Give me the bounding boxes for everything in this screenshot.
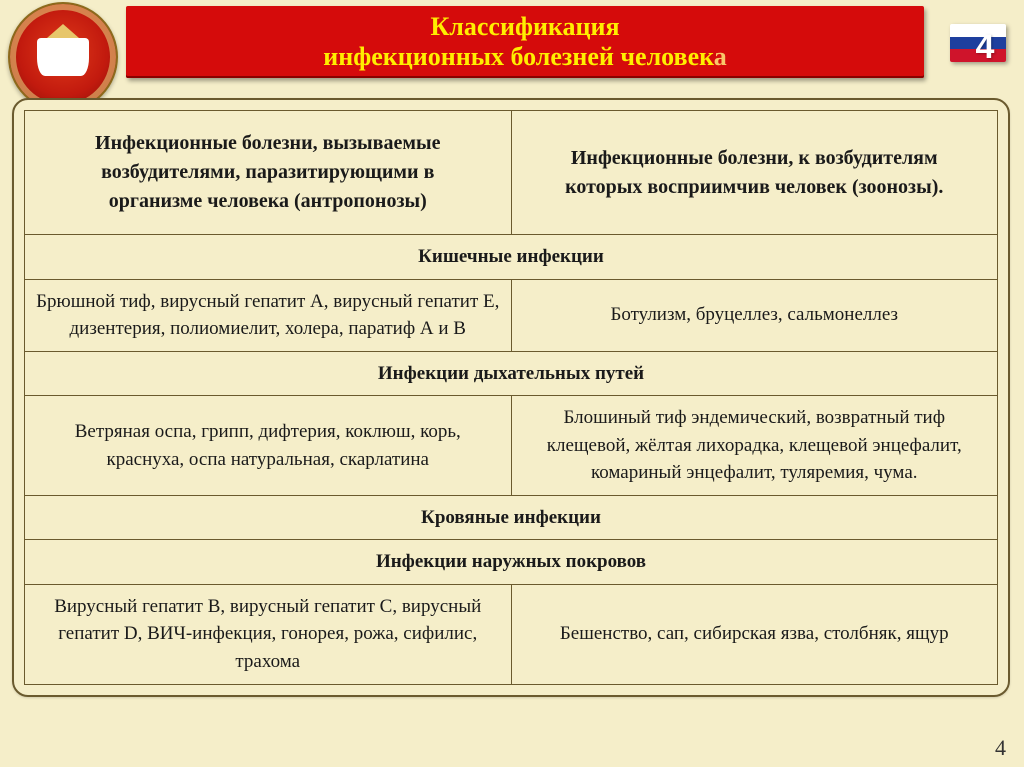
table-row: Вирусный гепатит В, вирусный гепатит С, …: [25, 584, 998, 684]
slide-title-line2: инфекционных болезней человека: [323, 42, 726, 72]
section-header-respiratory: Инфекции дыхательных путей: [25, 351, 998, 396]
col-header-zoonoses: Инфекционные болезни, к возбудителям кот…: [511, 111, 998, 235]
intestinal-zoonoses: Ботулизм, бруцеллез, сальмонеллез: [511, 279, 998, 351]
classification-table: Инфекционные болезни, вызываемые возбуди…: [24, 110, 998, 685]
section-header-skin: Инфекции наружных покровов: [25, 540, 998, 585]
respiratory-anthroponoses: Ветряная оспа, грипп, дифтерия, коклюш, …: [25, 396, 512, 496]
slide-title-line1: Классификация: [430, 12, 619, 42]
emblem-book-icon: [37, 38, 89, 76]
respiratory-zoonoses: Блошиный тиф эндемический, возвратный ти…: [511, 396, 998, 496]
slide-number-bottom: 4: [995, 735, 1006, 761]
slide-title-banner: Классификация инфекционных болезней чело…: [126, 6, 924, 78]
organization-emblem: [8, 2, 118, 112]
skin-anthroponoses: Вирусный гепатит В, вирусный гепатит С, …: [25, 584, 512, 684]
table-header-row: Инфекционные болезни, вызываемые возбуди…: [25, 111, 998, 235]
section-header-blood: Кровяные инфекции: [25, 495, 998, 540]
table-row: Ветряная оспа, грипп, дифтерия, коклюш, …: [25, 396, 998, 496]
classification-table-panel: Инфекционные болезни, вызываемые возбуди…: [12, 98, 1010, 697]
section-title: Кишечные инфекции: [25, 235, 998, 280]
skin-zoonoses: Бешенство, сап, сибирская язва, столбняк…: [511, 584, 998, 684]
table-row: Брюшной тиф, вирусный гепатит А, вирусны…: [25, 279, 998, 351]
col-header-anthroponoses: Инфекционные болезни, вызываемые возбуди…: [25, 111, 512, 235]
slide-number-top: 4: [956, 26, 1014, 68]
section-header-intestinal: Кишечные инфекции: [25, 235, 998, 280]
section-title: Инфекции дыхательных путей: [25, 351, 998, 396]
section-title: Инфекции наружных покровов: [25, 540, 998, 585]
section-title: Кровяные инфекции: [25, 495, 998, 540]
intestinal-anthroponoses: Брюшной тиф, вирусный гепатит А, вирусны…: [25, 279, 512, 351]
